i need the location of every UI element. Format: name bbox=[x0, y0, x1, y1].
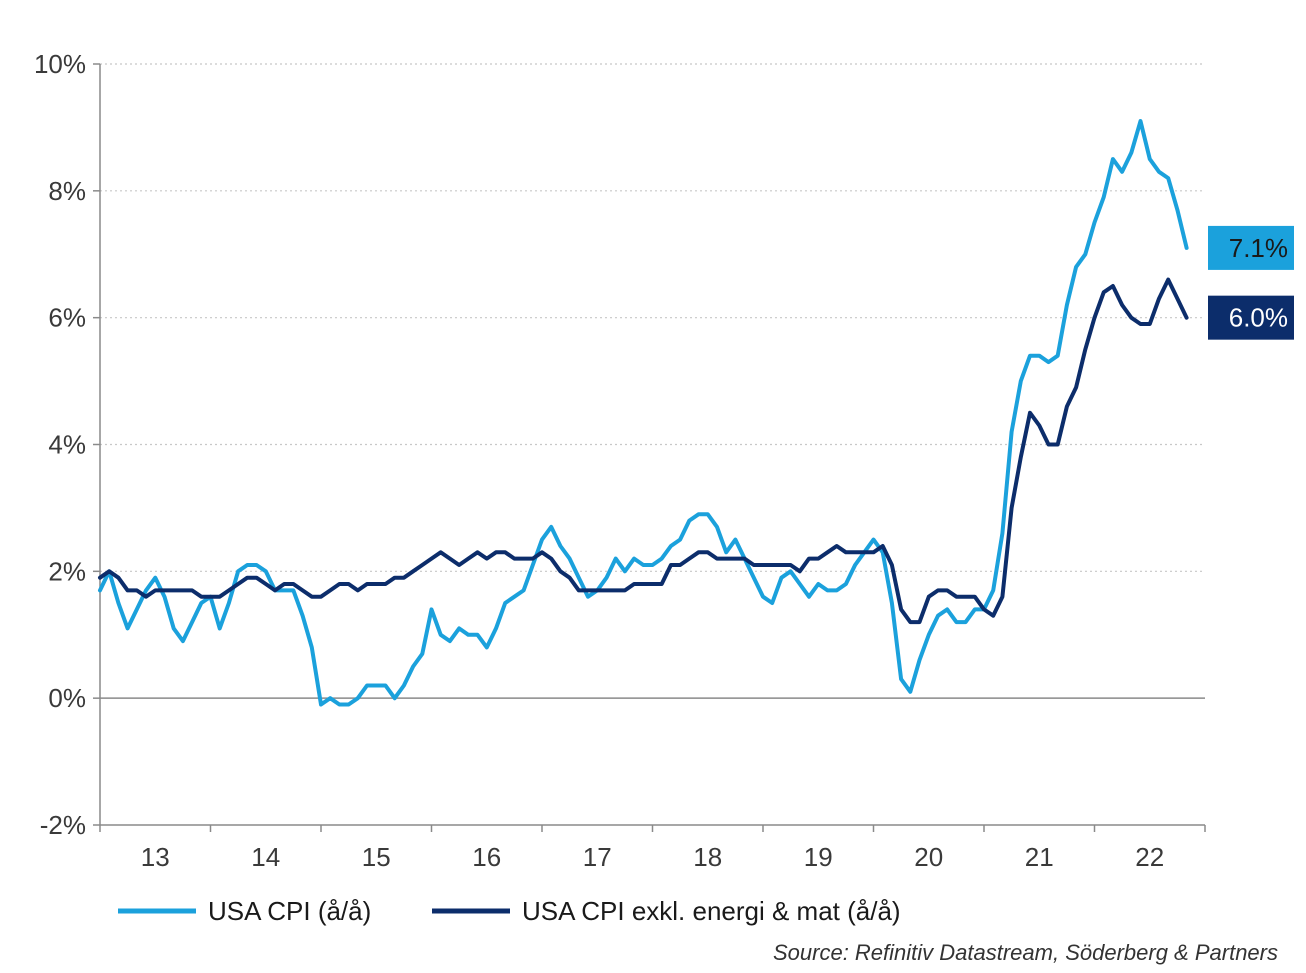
end-label-box bbox=[1208, 295, 1294, 340]
y-tick-label: 4% bbox=[48, 430, 86, 460]
y-tick-label: 0% bbox=[48, 683, 86, 713]
x-tick-label: 19 bbox=[804, 842, 833, 872]
y-axis-ticks: -2% 0% 2% 4% 6% 8% 10% bbox=[34, 49, 100, 840]
x-tick-label: 21 bbox=[1025, 842, 1054, 872]
x-tick-label: 15 bbox=[362, 842, 391, 872]
x-tick-label: 13 bbox=[141, 842, 170, 872]
series-group bbox=[98, 119, 1189, 707]
y-tick-label: 2% bbox=[48, 556, 86, 586]
source-note: Source: Refinitiv Datastream, Söderberg … bbox=[772, 940, 1278, 965]
x-axis-ticks: 13 14 15 16 17 18 19 20 21 22 bbox=[99, 825, 1206, 872]
y-tick-label: -2% bbox=[40, 810, 86, 840]
legend-label-core-cpi: USA CPI exkl. energi & mat (å/å) bbox=[522, 896, 901, 926]
legend-label-cpi: USA CPI (å/å) bbox=[208, 896, 371, 926]
y-tick-label: 8% bbox=[48, 176, 86, 206]
end-labels: 7.1% 6.0% bbox=[1208, 225, 1294, 340]
x-tick-label: 18 bbox=[693, 842, 722, 872]
legend: USA CPI (å/å) USA CPI exkl. energi & mat … bbox=[118, 896, 901, 926]
x-tick-label: 22 bbox=[1135, 842, 1164, 872]
series-line-core-cpi bbox=[98, 277, 1189, 625]
end-label-value: 7.1% bbox=[1229, 233, 1288, 263]
x-tick-label: 20 bbox=[914, 842, 943, 872]
y-tick-label: 10% bbox=[34, 49, 86, 79]
series-line-cpi bbox=[98, 119, 1189, 707]
gridlines bbox=[100, 63, 1205, 699]
x-tick-label: 16 bbox=[472, 842, 501, 872]
end-label-value: 6.0% bbox=[1229, 303, 1288, 333]
x-tick-label: 17 bbox=[583, 842, 612, 872]
y-tick-label: 6% bbox=[48, 303, 86, 333]
x-tick-label: 14 bbox=[251, 842, 280, 872]
end-label-box bbox=[1208, 225, 1294, 270]
